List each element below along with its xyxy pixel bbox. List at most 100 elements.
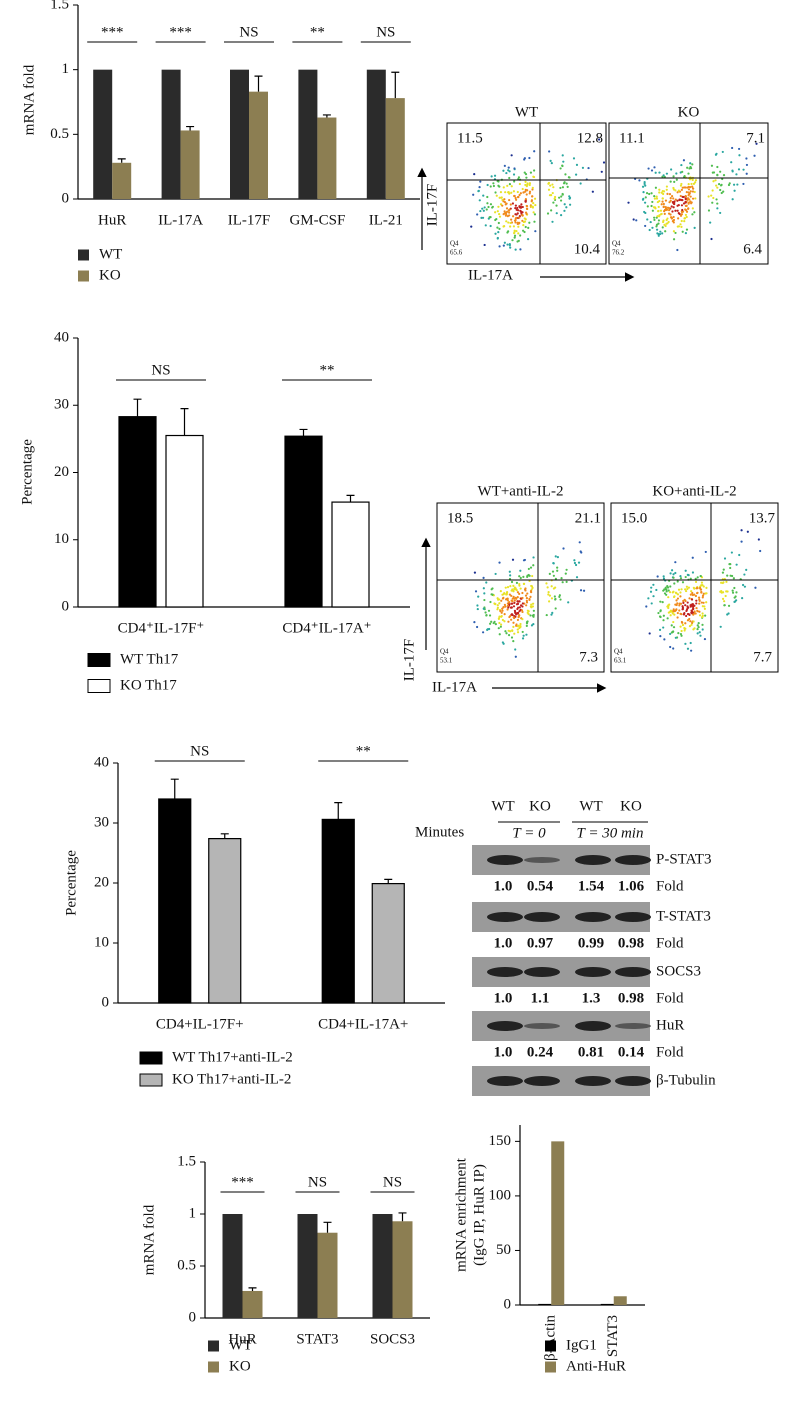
flow-frame [436, 502, 605, 673]
flow-event [653, 216, 656, 219]
lane-label: KO [529, 798, 551, 814]
flow-event [707, 209, 711, 212]
blot-band [575, 1076, 611, 1086]
flow-event [496, 210, 499, 213]
flow-event [512, 597, 516, 600]
flow-event [517, 176, 521, 179]
x-tick-label: IL-17F [228, 212, 271, 228]
flow-event [730, 161, 733, 164]
flow-event [681, 607, 685, 611]
flow-event [646, 205, 649, 208]
flow-event [719, 590, 722, 593]
flow-event [745, 172, 748, 175]
blot-band [487, 967, 523, 977]
flow-event [521, 229, 525, 232]
flow-event [755, 142, 758, 145]
bar [321, 818, 355, 1004]
flow-event [514, 221, 517, 224]
flow-event [676, 204, 679, 207]
flow-event [680, 634, 683, 637]
flow-event [523, 158, 526, 161]
flow-event [497, 627, 500, 630]
flow-event [638, 179, 641, 182]
flow-event [519, 248, 522, 251]
flow-event [598, 138, 601, 141]
error-bar [170, 778, 179, 799]
flow-event [641, 198, 645, 201]
fold-value: 1.06 [618, 878, 645, 894]
x-tick-label: STAT3 [296, 1331, 338, 1347]
flow-event [550, 209, 553, 212]
flow-event [696, 609, 699, 612]
x-tick-label: CD4⁺IL-17F⁺ [118, 620, 205, 636]
y-tick-label: 150 [489, 1133, 512, 1149]
flow-event [650, 204, 653, 208]
flow-event [513, 229, 516, 232]
flow-event [510, 589, 513, 592]
flow-event [663, 638, 666, 641]
blot-band [615, 912, 651, 922]
flow-event [565, 182, 568, 185]
flow-event [503, 613, 506, 616]
flow-event [649, 220, 652, 224]
x-tick-label: β-Actin [543, 1315, 559, 1361]
bar [112, 162, 132, 199]
flow-event [519, 205, 522, 208]
flow-event [479, 209, 482, 213]
blot-band [615, 1076, 651, 1086]
x-tick-label: SOCS3 [370, 1331, 415, 1347]
flow-event [579, 550, 582, 553]
flow-event [659, 232, 662, 236]
flow-event [662, 202, 665, 206]
flow-event [517, 606, 520, 609]
flow-event [696, 624, 699, 627]
flow-event [679, 595, 682, 598]
flow-event [692, 586, 695, 589]
flow-event [727, 183, 731, 187]
flow-event [719, 170, 722, 173]
legend-label: KO [99, 267, 121, 283]
flow-event [525, 601, 529, 604]
flow-event [502, 606, 505, 609]
flow-event [514, 248, 517, 251]
flow-event [688, 613, 691, 617]
blot-band [524, 1076, 560, 1086]
flow-event [685, 589, 688, 593]
flow-event [688, 193, 691, 196]
flow-event [512, 640, 515, 643]
flow-event [524, 218, 527, 221]
flow-event [690, 590, 693, 593]
flow-event [687, 574, 690, 577]
flow-event [497, 205, 500, 208]
flow-event [500, 623, 503, 626]
flow-event [528, 192, 531, 195]
flow-event [693, 190, 696, 194]
flow-event [554, 555, 557, 558]
flow-event [745, 157, 748, 160]
flow-event [691, 605, 695, 609]
flow-event [517, 225, 520, 228]
flow-event [670, 569, 674, 572]
flow-event [676, 199, 679, 202]
y-axis-label: mRNA fold [21, 64, 37, 135]
flow-event [529, 566, 533, 569]
flow-event [644, 184, 647, 187]
flow-event [669, 645, 672, 649]
blot-band [487, 1021, 523, 1031]
blot-row-label: P-STAT3 [656, 851, 711, 867]
flow-event [508, 243, 511, 246]
flow-event [503, 210, 506, 213]
flow-event [659, 635, 662, 638]
blot-band [615, 855, 651, 865]
legend-swatch [545, 1340, 556, 1352]
flow-event [545, 582, 548, 585]
flow-event [504, 630, 507, 633]
flow-event [680, 213, 684, 216]
flow-event [643, 201, 647, 204]
flow-event [685, 215, 688, 219]
flow-event [690, 167, 693, 170]
flow-event [754, 586, 757, 589]
quadrant-label: Q4 [440, 648, 449, 656]
flow-event [503, 198, 506, 201]
flow-event [514, 615, 517, 618]
